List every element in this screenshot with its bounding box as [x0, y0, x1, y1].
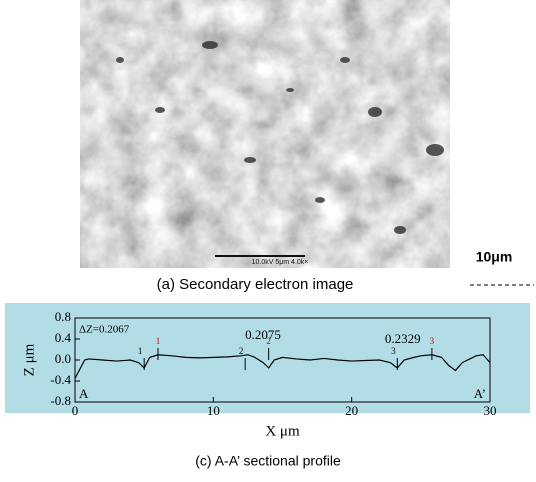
annotation: 0.2329: [385, 331, 421, 346]
y-tick-label: 0.0: [55, 351, 71, 366]
sem-image: 10.0kV 5μm 4.0k×: [80, 0, 450, 268]
point-label: 2: [239, 346, 244, 356]
y-tick-label: -0.4: [50, 372, 71, 387]
scale-label: 10μm: [476, 249, 513, 265]
section-label: A’: [474, 386, 486, 401]
point-label: 3: [430, 336, 435, 346]
y-tick-label: 0.8: [55, 309, 71, 324]
annotation: ΔZ=0.2067: [79, 324, 130, 336]
y-tick-label: 0.4: [55, 330, 72, 345]
x-tick-label: 30: [484, 403, 497, 418]
chart-caption: (c) A-A’ sectional profile: [195, 453, 341, 469]
image-caption: (a) Secondary electron image: [157, 276, 354, 293]
y-axis-label: Z μm: [21, 343, 37, 376]
y-tick-label: -0.8: [50, 393, 71, 408]
x-tick-label: 0: [72, 403, 79, 418]
x-tick-label: 20: [345, 403, 358, 418]
annotation: 0.2075: [245, 327, 281, 342]
point-label: 1: [138, 346, 143, 356]
section-label: A: [79, 386, 89, 401]
point-label: 1: [156, 336, 161, 346]
sem-scale-text: 10.0kV 5μm 4.0k×: [252, 259, 309, 266]
x-tick-label: 10: [207, 403, 220, 418]
x-axis-label: X μm: [265, 423, 300, 439]
figure: 10.0kV 5μm 4.0k× (a) Secondary electron …: [0, 0, 536, 477]
point-label: 3: [391, 346, 396, 356]
